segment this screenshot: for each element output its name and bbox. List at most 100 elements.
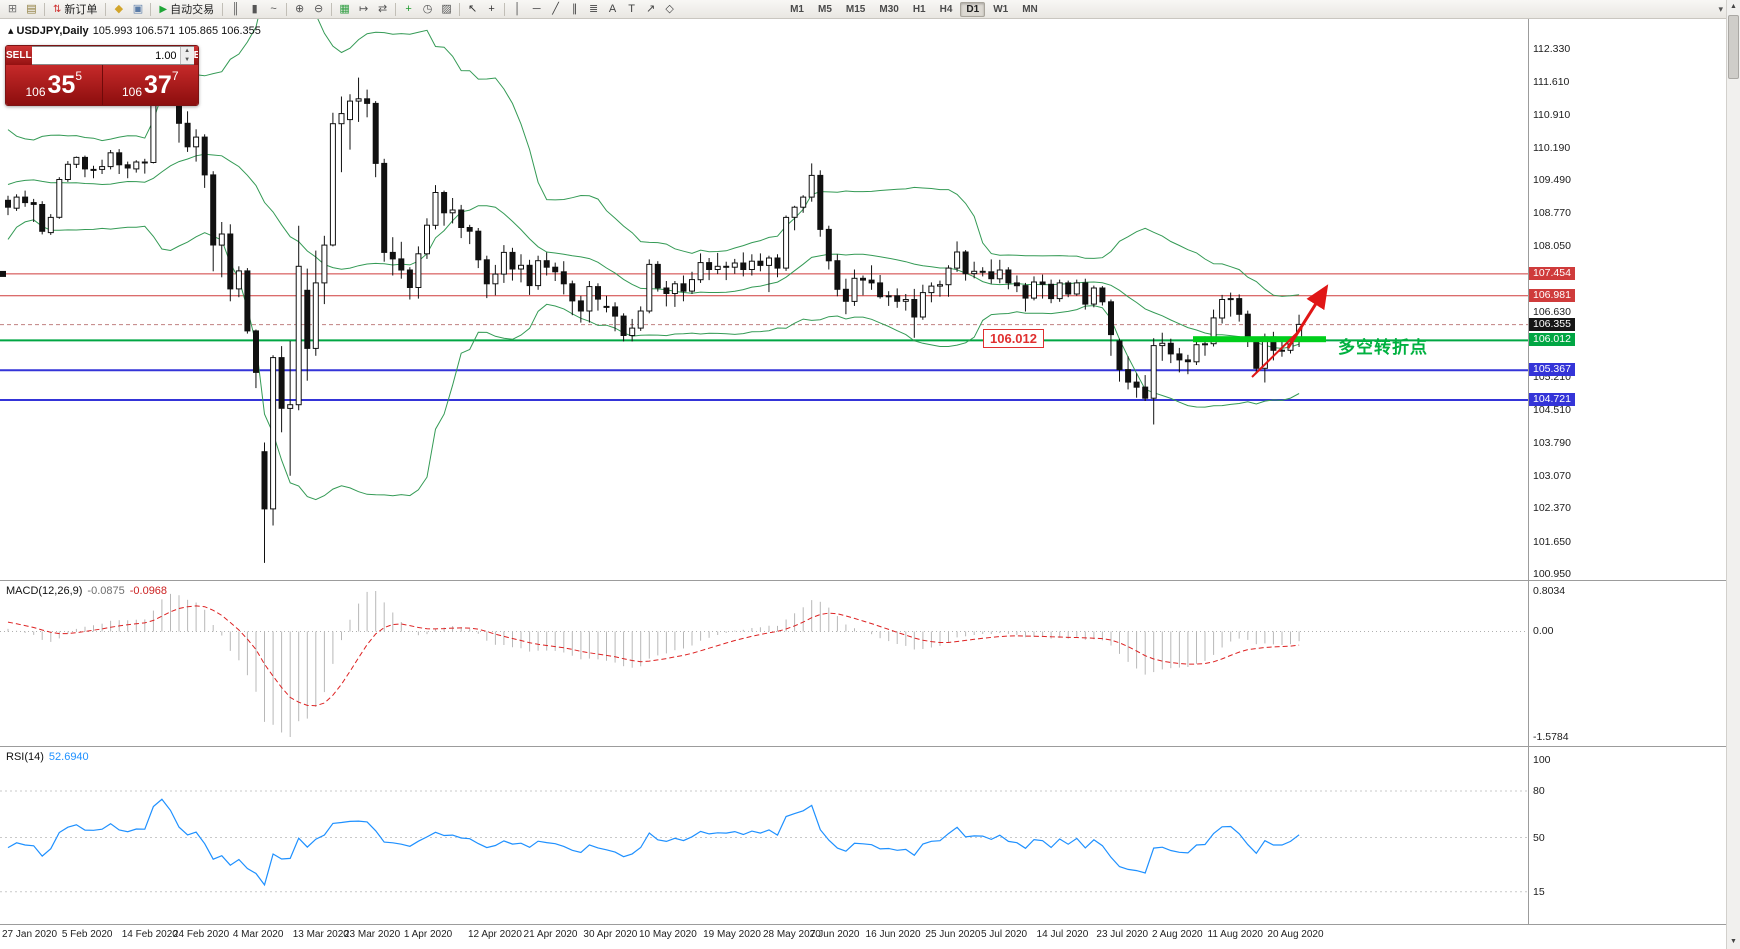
- symbol-period-label: USDJPY,Daily: [16, 25, 89, 37]
- new-order-button[interactable]: ⇅ 新订单: [48, 2, 102, 17]
- chart-title-marker-icon: ▴: [8, 25, 14, 37]
- price-axis-label: 111.610: [1533, 76, 1570, 89]
- rsi-chart-canvas[interactable]: [0, 747, 1740, 924]
- rsi-axis-label: 100: [1533, 754, 1551, 766]
- horizontal-line-icon[interactable]: ─: [532, 2, 541, 15]
- price-scale-border: [1528, 19, 1529, 925]
- price-scale[interactable]: 112.330 111.610 110.910 110.190 109.490 108.7…: [1528, 0, 1726, 949]
- price-tag-104.721: 104.721: [1529, 393, 1575, 406]
- chart-profiles-icon[interactable]: ▤: [26, 2, 37, 15]
- toolbar-separator: [459, 2, 461, 16]
- volume-up-button[interactable]: ▲: [180, 47, 194, 56]
- auto-scroll-icon[interactable]: ↦: [358, 2, 369, 15]
- panel-splitter-macd[interactable]: [0, 580, 1740, 581]
- zoom-in-icon[interactable]: ⊕: [294, 2, 305, 15]
- date-axis-label: 5 Jul 2020: [980, 929, 1028, 940]
- crosshair-icon[interactable]: +: [488, 2, 495, 15]
- timeframe-w1[interactable]: W1: [993, 3, 1009, 15]
- timeframe-d1[interactable]: D1: [960, 1, 986, 17]
- rsi-axis-label: 80: [1533, 785, 1545, 797]
- macd-axis-label: 0.00: [1533, 625, 1554, 638]
- toolbar-separator: [286, 2, 288, 16]
- bollinger-lower-band: [7, 219, 1300, 501]
- timeframe-h4[interactable]: H4: [939, 3, 953, 15]
- indicators-icon[interactable]: +: [405, 2, 412, 15]
- strategy-tester-icon[interactable]: ▣: [132, 2, 144, 15]
- date-axis-label: 16 Jun 2020: [865, 929, 921, 940]
- metaeditor-icon[interactable]: ◆: [114, 2, 124, 15]
- label-icon[interactable]: T: [628, 2, 635, 15]
- rsi-name: RSI(14): [6, 751, 44, 763]
- chart-shift-icon[interactable]: ⇄: [377, 2, 388, 15]
- sell-price-int: 106: [25, 85, 46, 99]
- sell-price-sup: 5: [75, 69, 83, 83]
- arrows-icon[interactable]: ↗: [645, 2, 656, 15]
- main-toolbar: ⊞ ▤ ⇅ 新订单 ◆ ▣ ▶ 自动交易 ║ ▮ ~ ⊕ ⊖ ▦ ↦ ⇄ + ◷ ▨ ↖ + │ ─ ╱ ∥ ≣ A T ↗ ◇ M1 M5 M…: [0, 0, 1740, 19]
- price-axis-label: 103.070: [1533, 470, 1571, 483]
- scroll-up-icon[interactable]: ▲: [1730, 3, 1737, 10]
- text-icon[interactable]: A: [608, 2, 617, 15]
- scrollbar-thumb[interactable]: [1728, 15, 1739, 79]
- pivot-text-annotation[interactable]: 多空转折点: [1338, 338, 1428, 357]
- timeframe-m15[interactable]: M15: [845, 3, 866, 15]
- new-chart-icon[interactable]: ⊞: [7, 2, 18, 15]
- zoom-out-icon[interactable]: ⊖: [313, 2, 324, 15]
- timeframe-mn[interactable]: MN: [1022, 3, 1038, 15]
- channel-icon[interactable]: ∥: [571, 2, 578, 15]
- line-chart-icon[interactable]: ~: [270, 2, 277, 15]
- price-axis-label: 110.910: [1533, 108, 1571, 121]
- date-axis-label: 1 Apr 2020: [403, 929, 453, 940]
- volume-input[interactable]: [31, 47, 180, 64]
- toolbar-overflow-icon[interactable]: ▾: [1718, 3, 1723, 14]
- timeframe-h1[interactable]: H1: [912, 3, 926, 15]
- price-chart-canvas[interactable]: [0, 19, 1740, 580]
- trendline-icon[interactable]: ╱: [552, 2, 559, 15]
- date-axis-label: 27 Jan 2020: [2, 929, 58, 940]
- candlestick-chart-icon[interactable]: ▮: [251, 2, 258, 15]
- autotrade-button-label: 自动交易: [170, 4, 215, 16]
- scroll-down-icon[interactable]: ▼: [1730, 938, 1737, 945]
- price-tag-105.367: 105.367: [1529, 363, 1575, 377]
- pivot-line-annotation[interactable]: [1193, 336, 1326, 343]
- date-axis-label: 11 Aug 2020: [1207, 929, 1263, 940]
- date-axis-label: 23 Mar 2020: [344, 929, 401, 940]
- macd-chart-canvas[interactable]: [0, 581, 1740, 746]
- tile-windows-icon[interactable]: ▦: [339, 2, 350, 15]
- shapes-icon[interactable]: ◇: [665, 2, 674, 15]
- date-axis-label: 7 Jun 2020: [809, 929, 860, 940]
- price-axis-label: 103.790: [1533, 436, 1571, 449]
- macd-axis-label: 0.8034: [1533, 585, 1566, 597]
- sell-button[interactable]: SELL: [6, 46, 32, 65]
- volume-down-button[interactable]: ▼: [180, 55, 194, 64]
- cursor-icon[interactable]: ↖: [467, 2, 478, 15]
- sell-price-button[interactable]: 106 35 5: [6, 65, 102, 105]
- rsi-line: [7, 798, 1300, 887]
- one-click-trading-widget: SELL ▲ ▼ BUY 106 35 5 106 37 7: [5, 45, 199, 106]
- price-axis-label: 101.650: [1533, 535, 1571, 548]
- fibonacci-icon[interactable]: ≣: [588, 2, 599, 15]
- periods-icon[interactable]: ◷: [422, 2, 433, 15]
- date-axis-label: 12 Apr 2020: [467, 929, 522, 940]
- panel-splitter-dates[interactable]: [0, 924, 1740, 925]
- date-axis-label: 14 Jul 2020: [1036, 929, 1089, 940]
- rsi-axis-label: 15: [1533, 885, 1545, 898]
- templates-icon[interactable]: ▨: [441, 2, 452, 15]
- timeframe-m5[interactable]: M5: [818, 3, 832, 15]
- price-note-annotation[interactable]: 106.012: [983, 329, 1044, 348]
- bollinger-middle-band: [7, 153, 1300, 349]
- macd-indicator-label: MACD(12,26,9) -0.0875 -0.0968: [6, 585, 167, 597]
- buy-price-main: 37: [144, 71, 172, 99]
- timeframe-m30[interactable]: M30: [879, 3, 899, 15]
- buy-price-button[interactable]: 106 37 7: [103, 65, 199, 105]
- buy-button[interactable]: BUY: [193, 46, 198, 65]
- hline-anchor[interactable]: [0, 270, 6, 277]
- vertical-line-icon[interactable]: │: [514, 2, 522, 15]
- autotrade-button[interactable]: ▶ 自动交易: [154, 2, 219, 17]
- bar-chart-icon[interactable]: ║: [231, 2, 240, 15]
- vertical-scrollbar[interactable]: ▲ ▼: [1726, 0, 1740, 949]
- date-axis-label: 13 Mar 2020: [292, 929, 349, 940]
- price-plot-area: [0, 19, 1528, 563]
- panel-splitter-rsi[interactable]: [0, 746, 1740, 747]
- up-arrow-annotation[interactable]: [1286, 284, 1329, 349]
- timeframe-m1[interactable]: M1: [790, 3, 804, 15]
